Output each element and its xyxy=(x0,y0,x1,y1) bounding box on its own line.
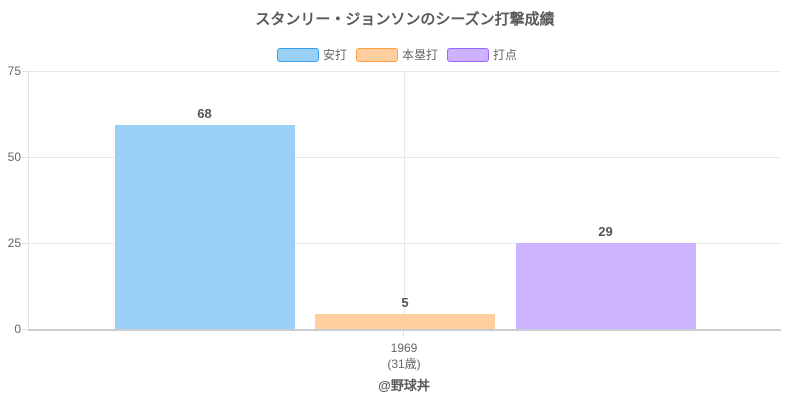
credit-label: @野球丼 xyxy=(378,378,430,393)
y-axis-tick-label: 0 xyxy=(14,322,21,336)
gridline-50 xyxy=(29,157,781,158)
bar-value-label-homeruns: 5 xyxy=(401,294,409,310)
legend: 安打 本塁打 打点 xyxy=(0,46,794,64)
bar-value-label-hits: 68 xyxy=(197,106,212,121)
legend-swatch-rbi xyxy=(447,48,489,62)
y-axis-tick-label: 25 xyxy=(7,236,21,250)
legend-label-homeruns: 本塁打 xyxy=(401,48,438,62)
legend-label-rbi: 打点 xyxy=(493,48,518,62)
legend-item-rbi[interactable]: 打点 xyxy=(447,48,517,62)
bar-rbi[interactable] xyxy=(515,243,696,329)
legend-swatch-homeruns xyxy=(355,48,398,62)
y-tick-mark xyxy=(22,71,28,72)
bar-hits[interactable] xyxy=(114,125,295,329)
bar-value-label-rbi: 29 xyxy=(598,224,613,239)
gridline-25 xyxy=(29,243,781,244)
x-axis-tick-label: 1969 (31歳) xyxy=(304,340,504,372)
legend-label-hits: 安打 xyxy=(322,48,347,62)
gridline-category xyxy=(404,71,405,329)
x-tick-label-year: 1969 xyxy=(390,341,418,355)
legend-item-hits[interactable]: 安打 xyxy=(276,48,347,62)
plot-area: 68 5 29 xyxy=(28,71,781,331)
y-axis-tick-label: 75 xyxy=(7,64,21,78)
y-tick-mark xyxy=(22,157,28,158)
y-axis-tick-label: 50 xyxy=(7,150,21,164)
chart-title: スタンリー・ジョンソンのシーズン打撃成績 xyxy=(255,11,555,28)
y-tick-mark xyxy=(22,329,28,330)
x-tick-mark xyxy=(403,331,404,336)
gridline-75 xyxy=(29,71,781,72)
y-tick-mark xyxy=(22,243,28,244)
bar-homeruns[interactable] xyxy=(315,313,495,329)
legend-swatch-hits xyxy=(276,48,319,62)
legend-item-homeruns[interactable]: 本塁打 xyxy=(355,48,438,62)
x-tick-label-age: (31歳) xyxy=(387,357,421,371)
